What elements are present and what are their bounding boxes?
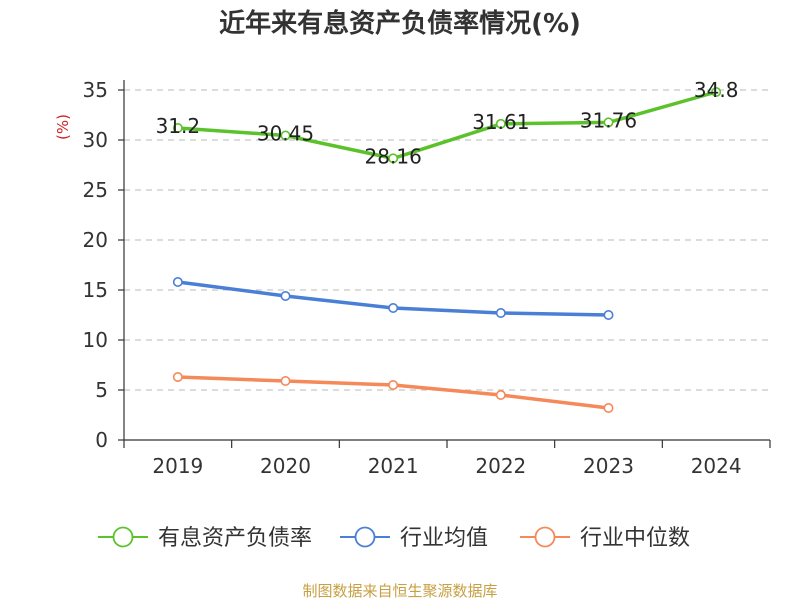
y-tick-label: 20: [83, 228, 108, 252]
y-tick-label: 30: [83, 128, 108, 152]
data-point: [280, 130, 291, 141]
data-point: [172, 371, 183, 382]
data-point: [603, 309, 614, 320]
data-label: 31.2: [156, 114, 201, 138]
x-tick-label: 2019: [152, 454, 203, 478]
grid-lines: [124, 89, 770, 391]
legend-marker-icon: [112, 526, 134, 548]
data-point: [495, 389, 506, 400]
chart-title: 近年来有息资产负债率情况(%): [219, 8, 581, 39]
data-point: [172, 276, 183, 287]
y-tick-label: 10: [83, 328, 108, 352]
y-tick-label: 5: [95, 378, 108, 402]
legend-label: 行业中位数: [580, 526, 690, 551]
y-tick-label: 25: [83, 178, 108, 202]
legend-label: 有息资产负债率: [158, 526, 312, 551]
data-point: [388, 302, 399, 313]
x-tick-label: 2024: [691, 454, 742, 478]
data-point: [280, 375, 291, 386]
data-point: [711, 87, 722, 98]
y-tick-label: 0: [95, 428, 108, 452]
data-point: [388, 153, 399, 164]
axes: 0 5 10 15 20 25 30 35 2019 2020 2021 2022 2023 2024: [83, 78, 771, 478]
data-label: 31.61: [472, 110, 529, 134]
data-point: [280, 290, 291, 301]
y-axis-label: (%): [54, 114, 72, 140]
data-point: [603, 117, 614, 128]
data-point: [172, 123, 183, 134]
data-label: 31.76: [580, 108, 637, 132]
data-label: 30.45: [257, 122, 314, 146]
y-tick-label: 15: [83, 278, 108, 302]
data-point: [603, 402, 614, 413]
data-label: 34.8: [694, 78, 739, 102]
x-tick-label: 2020: [260, 454, 311, 478]
x-tick-label: 2022: [475, 454, 526, 478]
source-note: 制图数据来自恒生聚源数据库: [302, 582, 497, 600]
data-label: 28.16: [365, 144, 422, 168]
series-line: [176, 90, 718, 161]
y-tick-label: 35: [83, 78, 108, 102]
data-labels: 31.2 30.45 28.16 31.61 31.76 34.8: [156, 78, 739, 168]
legend-label: 行业均值: [400, 526, 488, 551]
legend: 有息资产负债率 行业均值 行业中位数: [98, 526, 690, 551]
series-layer: [172, 87, 722, 413]
data-point: [388, 379, 399, 390]
x-tick-label: 2023: [583, 454, 634, 478]
data-point: [495, 118, 506, 129]
x-tick-label: 2021: [368, 454, 419, 478]
legend-marker-icon: [354, 526, 376, 548]
data-point: [495, 307, 506, 318]
legend-marker-icon: [534, 526, 556, 548]
